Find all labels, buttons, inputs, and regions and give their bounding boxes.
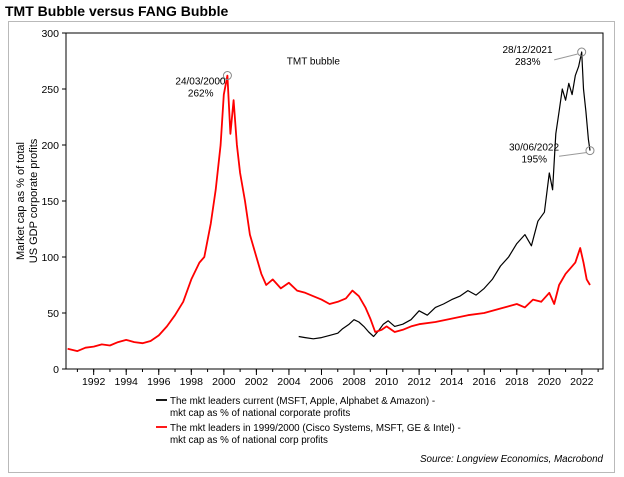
- x-tick-label: 1996: [147, 376, 171, 388]
- annotation-leader: [559, 153, 586, 157]
- x-tick-label: 1992: [82, 376, 106, 388]
- tmt-bubble-label: TMT bubble: [287, 56, 341, 67]
- legend-label-line1: The mkt leaders in 1999/2000 (Cisco Syst…: [170, 423, 461, 434]
- plot-area: [66, 33, 603, 369]
- annotation-date: 30/06/2022: [509, 142, 559, 153]
- x-tick-label: 2008: [342, 376, 366, 388]
- x-tick-label: 2014: [440, 376, 464, 388]
- x-tick-label: 2022: [570, 376, 594, 388]
- legend-label-line1: The mkt leaders current (MSFT, Apple, Al…: [170, 396, 435, 407]
- annotation-date: 24/03/2000: [175, 76, 225, 87]
- y-axis-label-line1: Market cap as % of total: [15, 142, 27, 260]
- annotation-value: 195%: [521, 154, 547, 165]
- y-axis-label-line2: US GDP corporate profits: [28, 138, 40, 263]
- y-tick-label: 200: [41, 140, 59, 152]
- source-note: Source: Longview Economics, Macrobond: [420, 454, 604, 465]
- annotation-value: 283%: [515, 57, 541, 68]
- annotation-date: 28/12/2021: [502, 45, 552, 56]
- legend-label-line2: mkt cap as % of national corporate profi…: [170, 408, 350, 419]
- x-tick-label: 2016: [473, 376, 497, 388]
- x-tick-label: 2018: [505, 376, 529, 388]
- y-tick-label: 250: [41, 84, 59, 96]
- x-tick-label: 1998: [180, 376, 204, 388]
- annotation-value: 262%: [188, 88, 214, 99]
- x-tick-label: 2012: [407, 376, 431, 388]
- x-tick-label: 2000: [212, 376, 236, 388]
- y-tick-label: 300: [41, 28, 59, 40]
- x-tick-label: 2020: [538, 376, 562, 388]
- chart-canvas: 0 50 100 150 200 250 300 1992 1994 1996 1998 2000 20…: [0, 0, 624, 477]
- legend-label-line2: mkt cap as % of national corp profits: [170, 435, 328, 446]
- series-line-tmt-leaders: [68, 76, 590, 352]
- x-tick-label: 2002: [245, 376, 269, 388]
- y-tick-label: 0: [53, 364, 59, 376]
- x-tick-label: 1994: [115, 376, 139, 388]
- y-tick-label: 100: [41, 252, 59, 264]
- x-tick-label: 2010: [375, 376, 399, 388]
- annotation-leader: [554, 54, 578, 60]
- x-tick-label: 2006: [310, 376, 334, 388]
- y-tick-label: 50: [47, 308, 59, 320]
- y-tick-label: 150: [41, 196, 59, 208]
- x-tick-label: 2004: [277, 376, 301, 388]
